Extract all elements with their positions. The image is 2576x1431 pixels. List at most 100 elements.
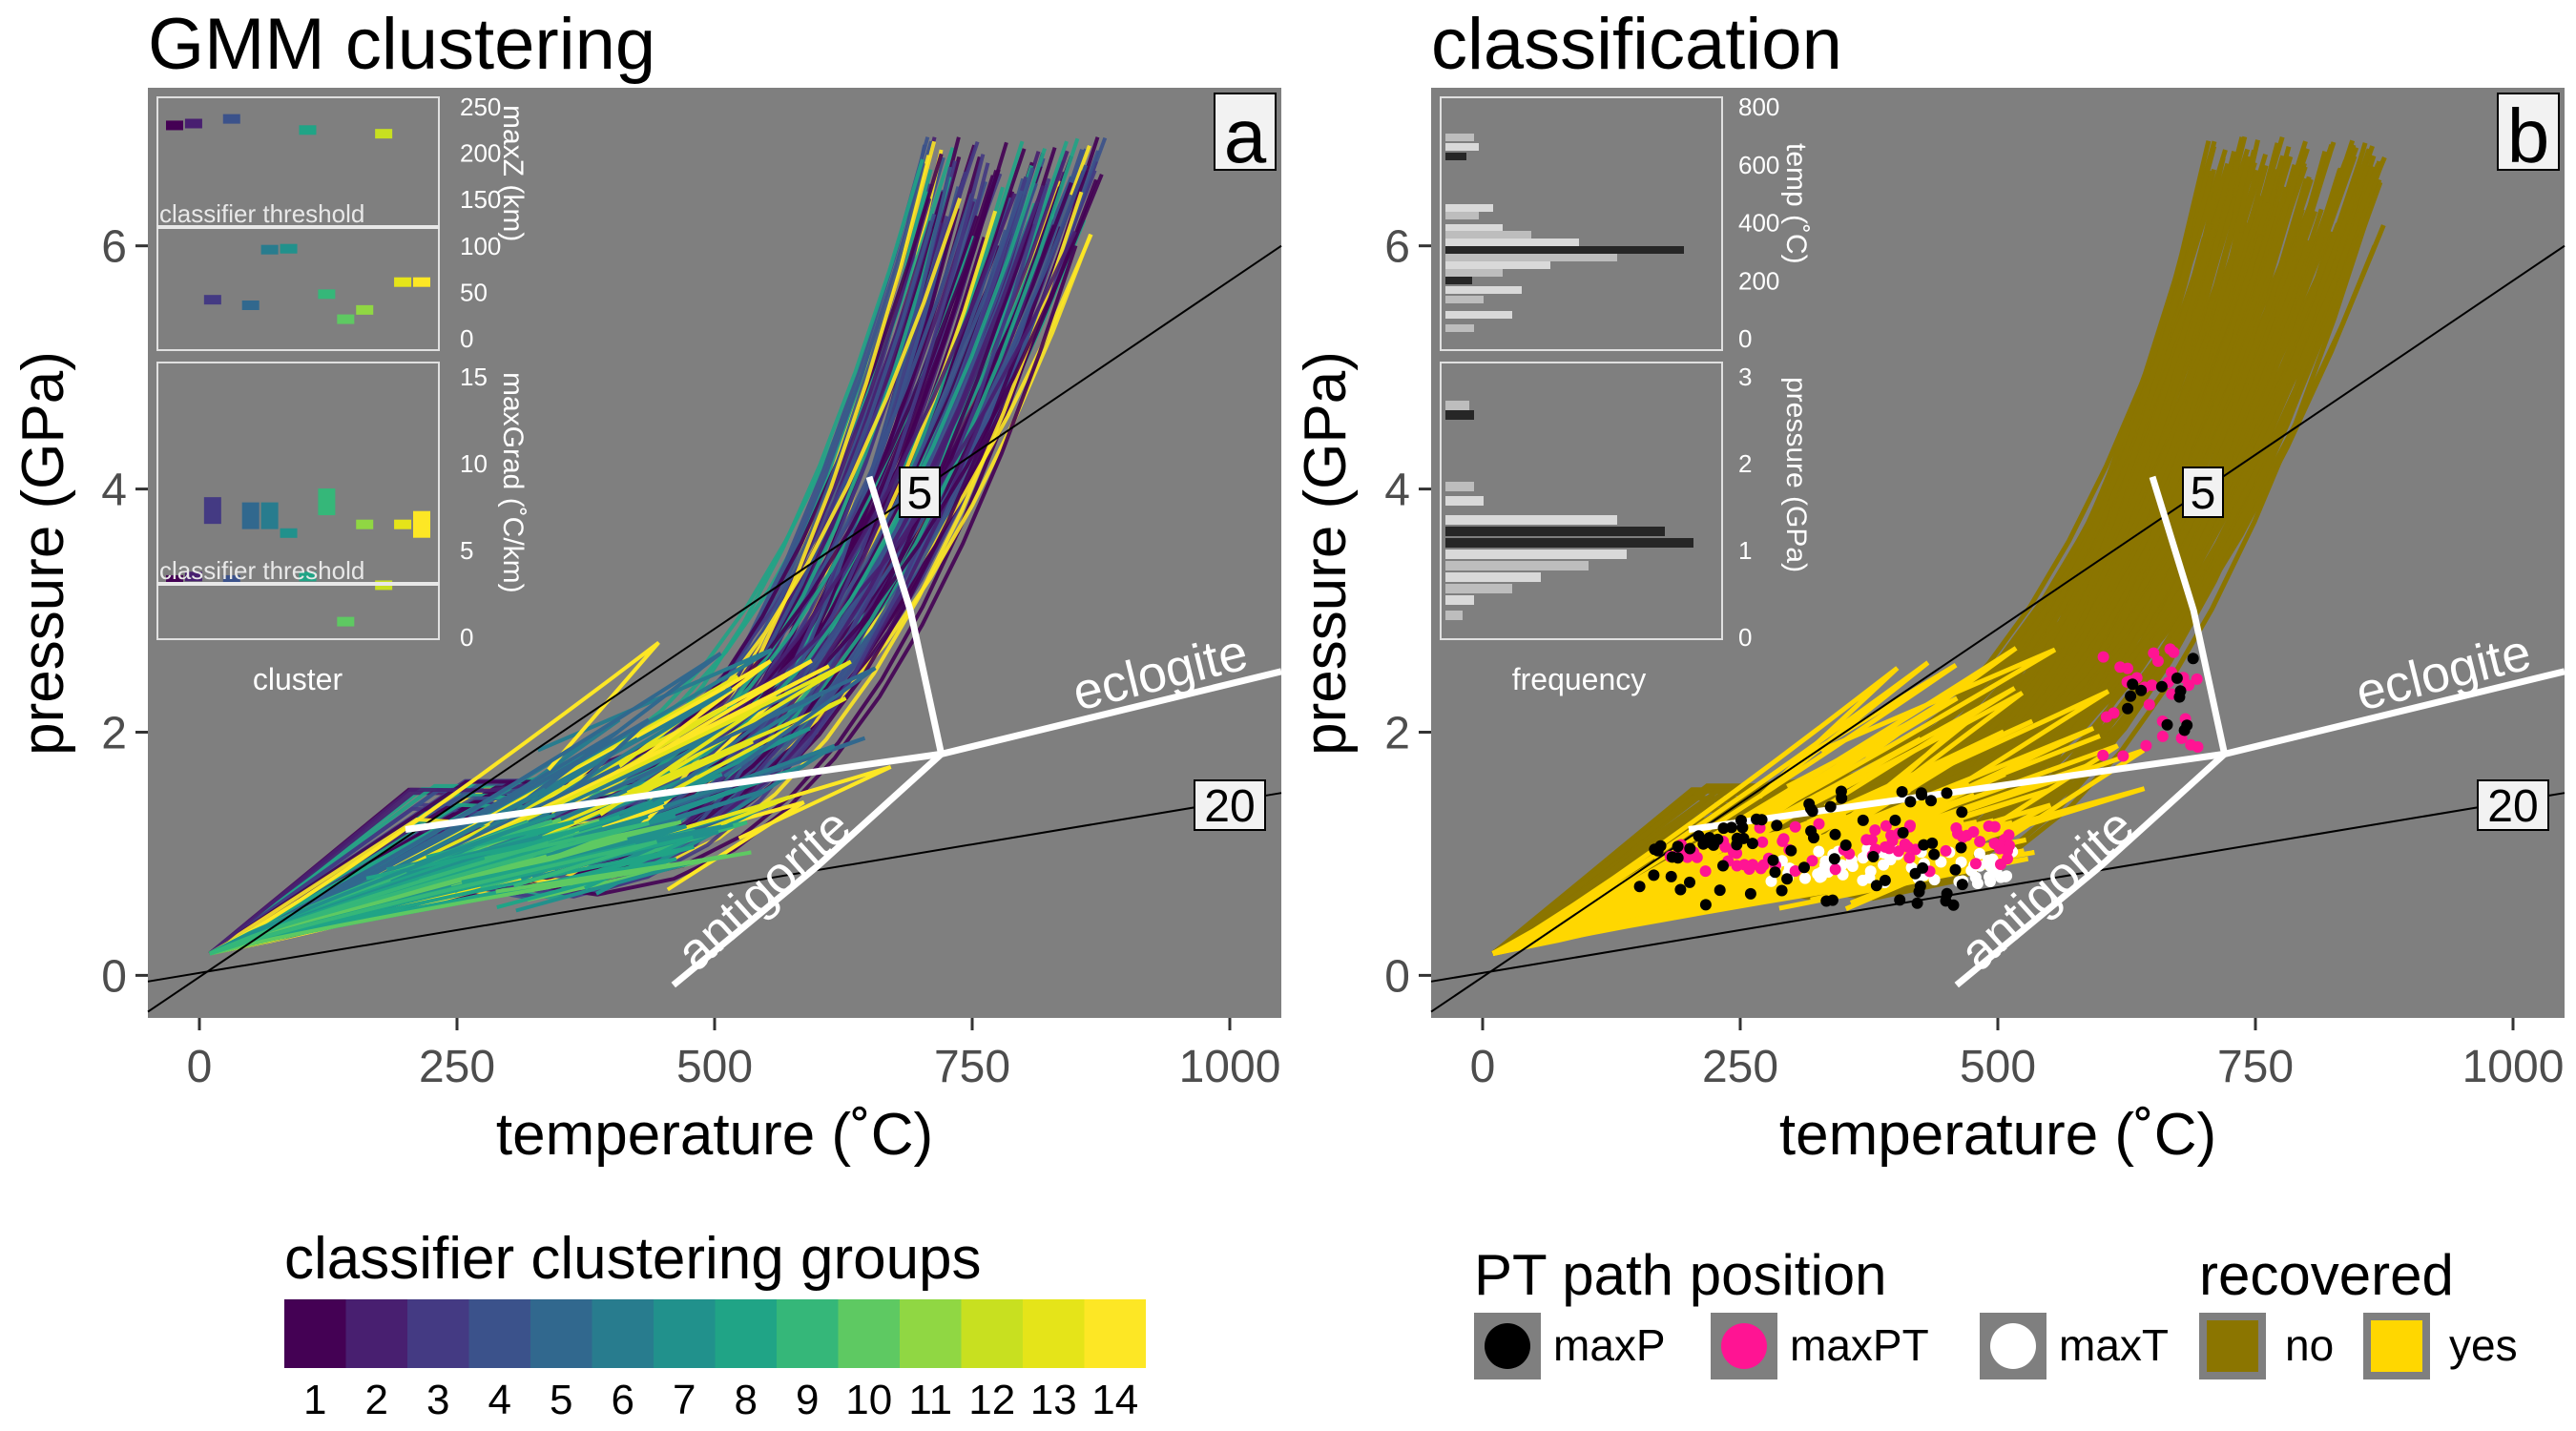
inset-tick-label: 2 (1738, 449, 1752, 478)
legend-a-label: 10 (845, 1377, 892, 1423)
y-tick-label: 4 (1384, 466, 1410, 516)
legend-b-fill (2371, 1320, 2422, 1372)
pt-point (1777, 833, 1790, 845)
pt-point (1870, 880, 1882, 892)
inset-cluster-mark (184, 118, 202, 129)
phase-boundary-line (671, 475, 945, 988)
pt-point (1805, 825, 1818, 838)
legend-a-label: 3 (426, 1377, 449, 1423)
cluster-path (209, 836, 628, 956)
pt-point (1756, 836, 1769, 848)
panel-a-inset-bottom-threshold-label: classifier threshold (159, 556, 364, 585)
pt-point (2117, 750, 2129, 762)
histogram-bar (1445, 595, 1474, 605)
inset-tick-label: 10 (460, 449, 488, 478)
histogram-bar (1445, 410, 1474, 420)
legend-a-label: 11 (908, 1377, 952, 1423)
inset-cluster-mark (337, 616, 355, 627)
panel-a-inset-bottom-ylabel: maxGrad (˚C/km) (497, 372, 529, 593)
pt-point (1839, 839, 1852, 851)
pt-point (1984, 871, 1995, 883)
pt-point (1909, 867, 1922, 880)
pt-point (1925, 795, 1937, 807)
panel-b-tag-box (2497, 93, 2560, 171)
histogram-bar (1445, 269, 1503, 277)
pt-point (2125, 690, 2137, 702)
inset-cluster-mark (203, 497, 221, 525)
inset-cluster-mark (413, 510, 430, 538)
histogram-bar (1445, 286, 1522, 294)
pt-point (1746, 838, 1758, 850)
cluster-path (208, 147, 1047, 956)
pt-point (1776, 884, 1788, 897)
pt-point (1812, 868, 1824, 881)
pt-point (2161, 718, 2173, 731)
pt-point (1765, 875, 1777, 887)
inset-tick-label: 0 (1738, 324, 1752, 353)
pt-point (1789, 865, 1801, 877)
pt-point (1767, 854, 1779, 866)
pt-point (2127, 678, 2139, 691)
pt-point (1904, 796, 1917, 808)
pt-point (1829, 863, 1841, 876)
pt-point (1672, 852, 1684, 864)
cluster-path (208, 641, 660, 956)
histogram-bar (1445, 153, 1466, 160)
histogram-bar (1445, 261, 1550, 269)
geotherm-label-box (899, 467, 941, 518)
pt-point (2108, 707, 2120, 719)
geotherm-line (147, 244, 1282, 1013)
inset-tick-label: 250 (460, 93, 501, 121)
inset-cluster-mark (241, 301, 260, 311)
histogram-bar (1445, 496, 1484, 506)
histogram-bar (1445, 246, 1684, 254)
pt-point (1941, 787, 1953, 799)
panel-b-inset-bottom-histogram (1445, 401, 1693, 620)
legend-b-pt-title: PT path position (1474, 1243, 1887, 1307)
pt-point (2140, 739, 2152, 752)
pt-point (1731, 847, 1743, 860)
pt-point (1967, 826, 1980, 838)
pt-point (2146, 679, 2158, 692)
legend-a-label: 14 (1091, 1377, 1138, 1423)
geotherm-label-box (2182, 467, 2224, 518)
geotherm-label: 5 (907, 468, 933, 519)
panel-b-ylabel: pressure (GPa) (1293, 351, 1359, 756)
panel-a-title: GMM clustering (148, 4, 655, 85)
pt-point (2164, 643, 2176, 655)
histogram-bar (1445, 238, 1579, 246)
pt-point (1879, 874, 1891, 886)
legend-a-label: 6 (612, 1377, 634, 1423)
pt-point (1969, 858, 1982, 870)
recovered-path (1491, 666, 1900, 956)
pt-point (1857, 814, 1869, 826)
legend-a-swatch (715, 1299, 777, 1368)
cluster-path (209, 840, 550, 956)
x-tick-label: 0 (187, 1042, 213, 1092)
pt-point (1684, 842, 1696, 855)
legend-b-marker (1721, 1323, 1767, 1369)
pt-point (1857, 852, 1869, 864)
legend-a-swatch (530, 1299, 592, 1368)
pt-point (1926, 837, 1939, 849)
pt-point (1755, 814, 1768, 826)
pt-point (2191, 673, 2203, 685)
pt-point (1880, 819, 1892, 832)
inset-cluster-mark (166, 120, 183, 131)
panel-a-inset-top-ylabel: maxZ (km) (497, 105, 529, 241)
pt-point (1828, 853, 1840, 865)
pt-point (1829, 828, 1841, 840)
legend-b-label: maxP (1553, 1320, 1666, 1370)
histogram-bar (1445, 224, 1503, 232)
panel-b-inset-top-ticks: 0 200 400 600 800 (1738, 93, 1779, 353)
phase-boundary-line (1954, 475, 2229, 988)
pt-point (2135, 684, 2148, 696)
inset-tick-label: 800 (1738, 93, 1779, 121)
pt-point (2155, 680, 2168, 693)
y-tick-label: 6 (101, 222, 127, 273)
pt-point (2143, 698, 2155, 711)
geotherm-label-box (2477, 779, 2549, 831)
pt-point (1665, 870, 1677, 882)
pt-point (1725, 821, 1737, 834)
